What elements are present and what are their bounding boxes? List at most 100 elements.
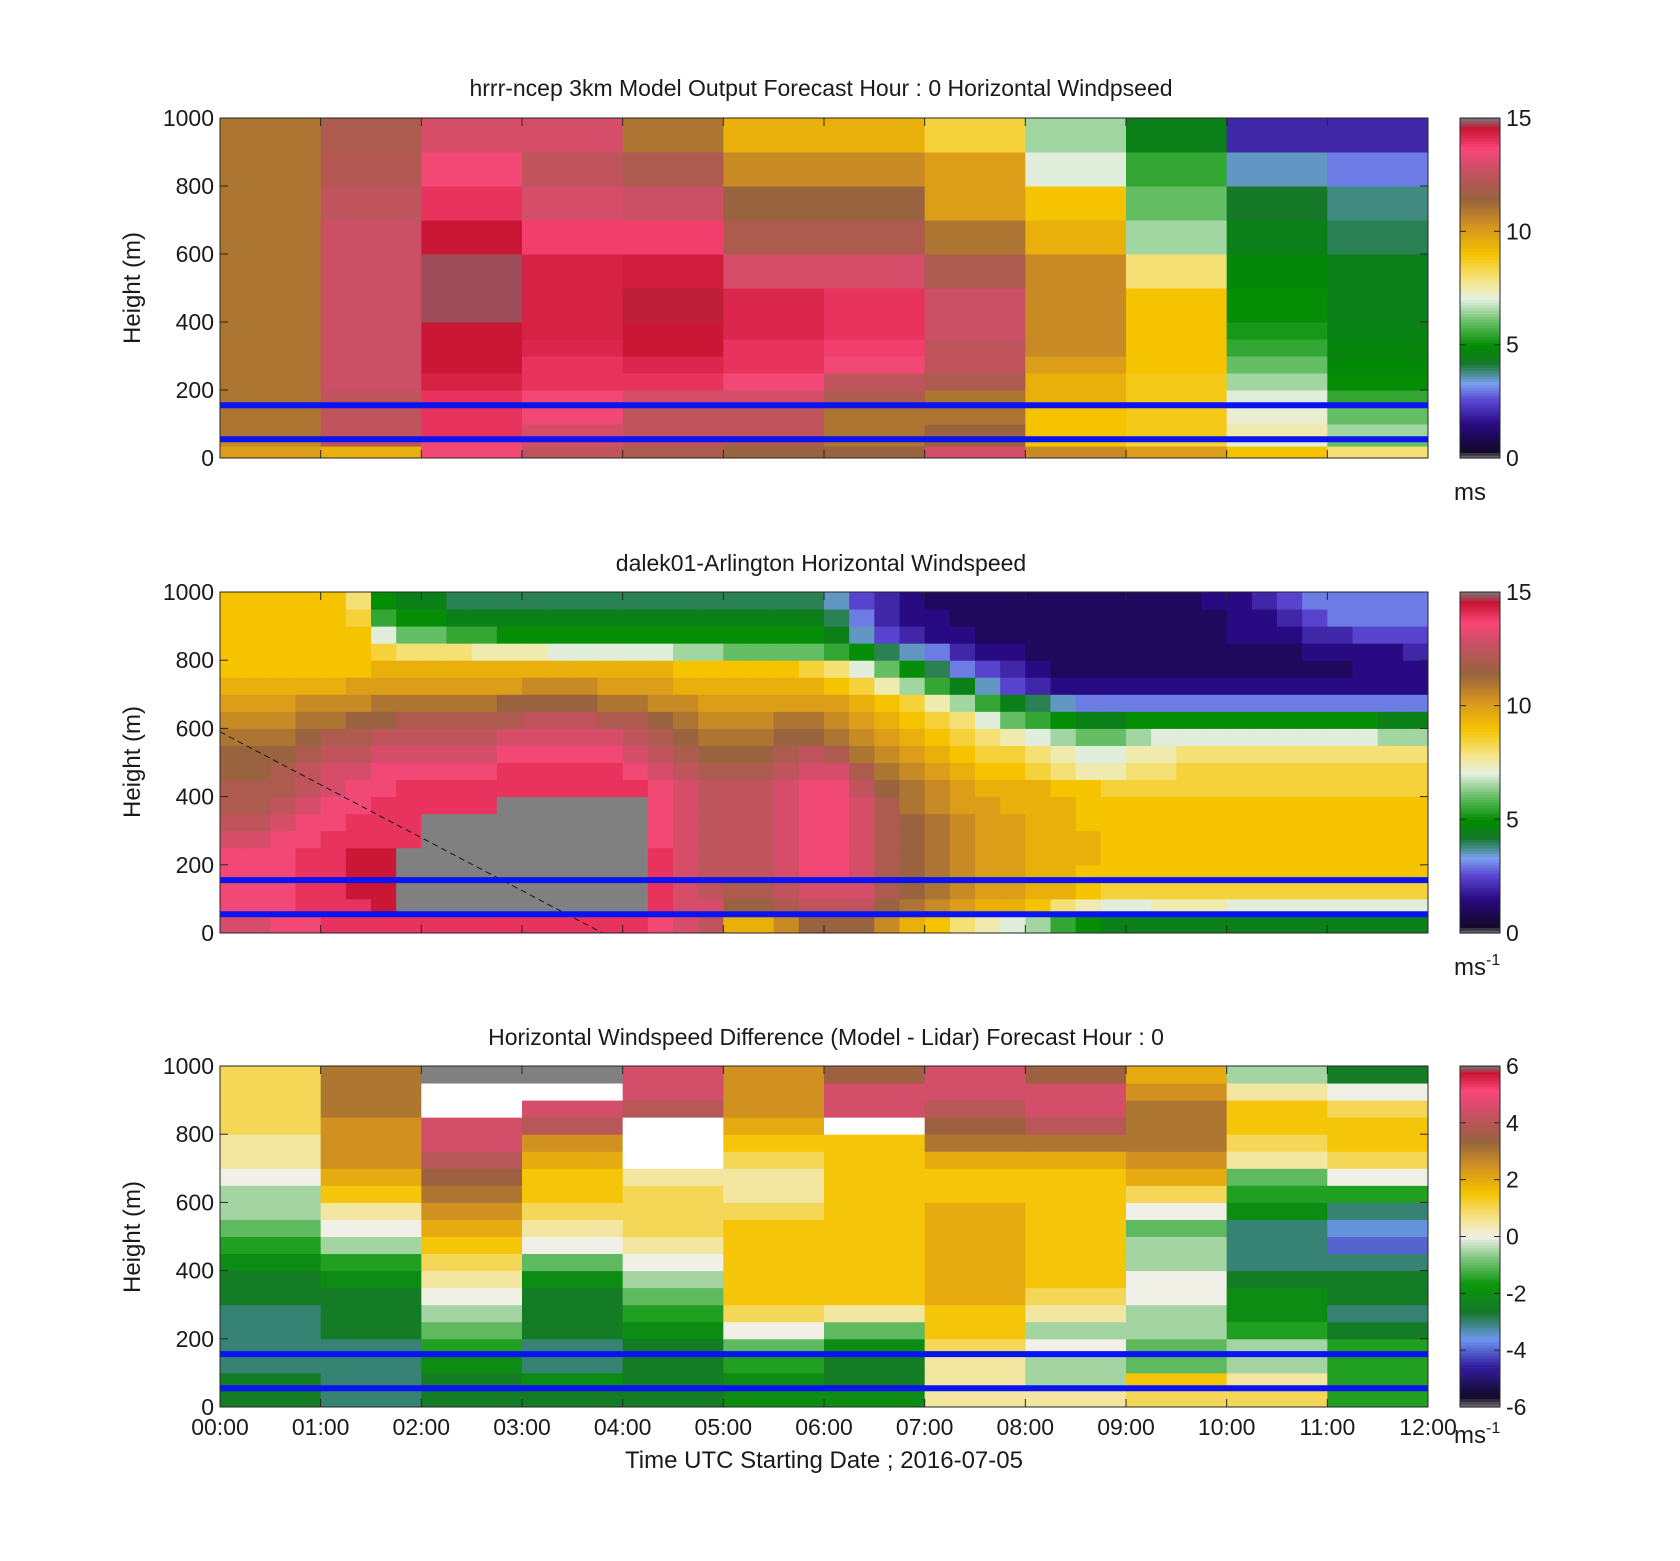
- heatmap-cell: [547, 592, 573, 610]
- heatmap-cell: [471, 626, 498, 644]
- heatmap-cell: [295, 626, 322, 644]
- heatmap-cell: [421, 830, 447, 849]
- heatmap-cell: [220, 1134, 322, 1152]
- heatmap-cell: [1327, 1134, 1429, 1152]
- colorbar-segment: [1460, 847, 1500, 852]
- colorbar-segment: [1460, 1239, 1500, 1243]
- heatmap-cell: [622, 118, 724, 153]
- colorbar-segment: [1460, 654, 1500, 658]
- heatmap-cell: [1000, 830, 1026, 849]
- heatmap-cell: [421, 779, 447, 798]
- heatmap-cell: [723, 356, 825, 374]
- heatmap-cell: [924, 660, 951, 678]
- heatmap-cell: [396, 830, 422, 849]
- heatmap-cell: [597, 796, 624, 815]
- heatmap-cell: [1000, 677, 1026, 695]
- heatmap-cell: [220, 1219, 322, 1237]
- heatmap-cell: [824, 1100, 926, 1118]
- heatmap-cell: [1327, 356, 1429, 374]
- heatmap-cell: [220, 446, 322, 459]
- heatmap-cell: [471, 881, 498, 900]
- heatmap-cell: [320, 1253, 422, 1272]
- heatmap-cell: [1201, 643, 1228, 661]
- heatmap-cell: [1025, 356, 1127, 374]
- heatmap-cells: [220, 592, 1429, 934]
- heatmap-cell: [1151, 745, 1177, 763]
- heatmap-cell: [220, 356, 322, 374]
- heatmap-cell: [396, 609, 422, 627]
- colorbar-segment: [1460, 1333, 1500, 1337]
- heatmap-cell: [723, 1270, 825, 1289]
- heatmap-cell: [1327, 881, 1353, 900]
- heatmap-cell: [522, 1100, 624, 1118]
- heatmap-cell: [924, 609, 951, 627]
- heatmap-cell: [371, 677, 397, 695]
- heatmap-cell: [1176, 796, 1202, 815]
- heatmap-cell: [824, 1236, 926, 1255]
- heatmap-cell: [522, 446, 624, 459]
- heatmap-cell: [1377, 813, 1404, 832]
- heatmap-cell: [924, 1389, 1026, 1408]
- heatmap-cell: [647, 711, 674, 729]
- heatmap-cell: [345, 609, 372, 627]
- colorbar-segment: [1460, 183, 1500, 187]
- x-tick-label: 12:00: [1399, 1414, 1457, 1440]
- colorbar-segment: [1460, 1358, 1500, 1363]
- heatmap-cell: [1251, 711, 1278, 729]
- heatmap-cell: [1126, 1389, 1228, 1408]
- heatmap-cell: [220, 288, 322, 323]
- heatmap-cell: [975, 660, 1001, 678]
- heatmap-cell: [597, 813, 624, 832]
- colorbar-segment: [1460, 384, 1500, 388]
- heatmap-cell: [798, 643, 825, 661]
- heatmap-cell: [220, 626, 246, 644]
- colorbar-segment: [1460, 1341, 1500, 1346]
- colorbar-segment: [1460, 637, 1500, 641]
- y-tick-label: 400: [176, 309, 214, 335]
- heatmap-cell: [1100, 881, 1127, 900]
- heatmap-cell: [1402, 728, 1429, 746]
- heatmap-cell: [748, 609, 775, 627]
- heatmap-cell: [1402, 779, 1429, 798]
- colorbar-segment: [1460, 1384, 1500, 1388]
- heatmap-cell: [446, 609, 473, 627]
- colorbar-segment: [1460, 1165, 1500, 1169]
- heatmap-cell: [1402, 762, 1429, 781]
- heatmap-cell: [220, 118, 322, 153]
- heatmap-cell: [522, 1134, 624, 1152]
- heatmap-cell: [824, 1134, 926, 1152]
- heatmap-cell: [471, 745, 498, 763]
- heatmap-cell: [723, 1134, 825, 1152]
- heatmap-cell: [723, 847, 749, 866]
- heatmap-cell: [975, 694, 1001, 712]
- heatmap-cell: [345, 677, 372, 695]
- heatmap-cell: [421, 1321, 523, 1340]
- heatmap-cell: [522, 1185, 624, 1203]
- panel-title: dalek01-Arlington Horizontal Windspeed: [616, 550, 1026, 576]
- colorbar-segment: [1460, 759, 1500, 764]
- heatmap-cell: [421, 813, 447, 832]
- heatmap-cell: [220, 1287, 322, 1306]
- heatmap-cell: [1025, 1389, 1127, 1408]
- heatmap-cell: [522, 1083, 624, 1101]
- heatmap-cell: [522, 745, 548, 763]
- heatmap-cell: [1226, 407, 1328, 425]
- heatmap-cell: [1302, 643, 1328, 661]
- heatmap-cell: [1377, 660, 1404, 678]
- heatmap-cell: [345, 745, 372, 763]
- heatmap-cell: [471, 915, 498, 934]
- colorbar-segment: [1460, 711, 1500, 715]
- heatmap-cell: [220, 407, 322, 425]
- heatmap-cell: [1226, 915, 1253, 934]
- heatmap-cell: [345, 626, 372, 644]
- colorbar-segment: [1460, 1222, 1500, 1226]
- heatmap-cell: [924, 254, 1026, 289]
- heatmap-cell: [824, 186, 926, 221]
- heatmap-cell: [924, 446, 1026, 459]
- colorbar-segment: [1460, 262, 1500, 266]
- heatmap-cell: [522, 1066, 624, 1084]
- colorbar-segment: [1460, 748, 1500, 752]
- heatmap-cell: [421, 609, 447, 627]
- heatmap-cell: [824, 745, 850, 763]
